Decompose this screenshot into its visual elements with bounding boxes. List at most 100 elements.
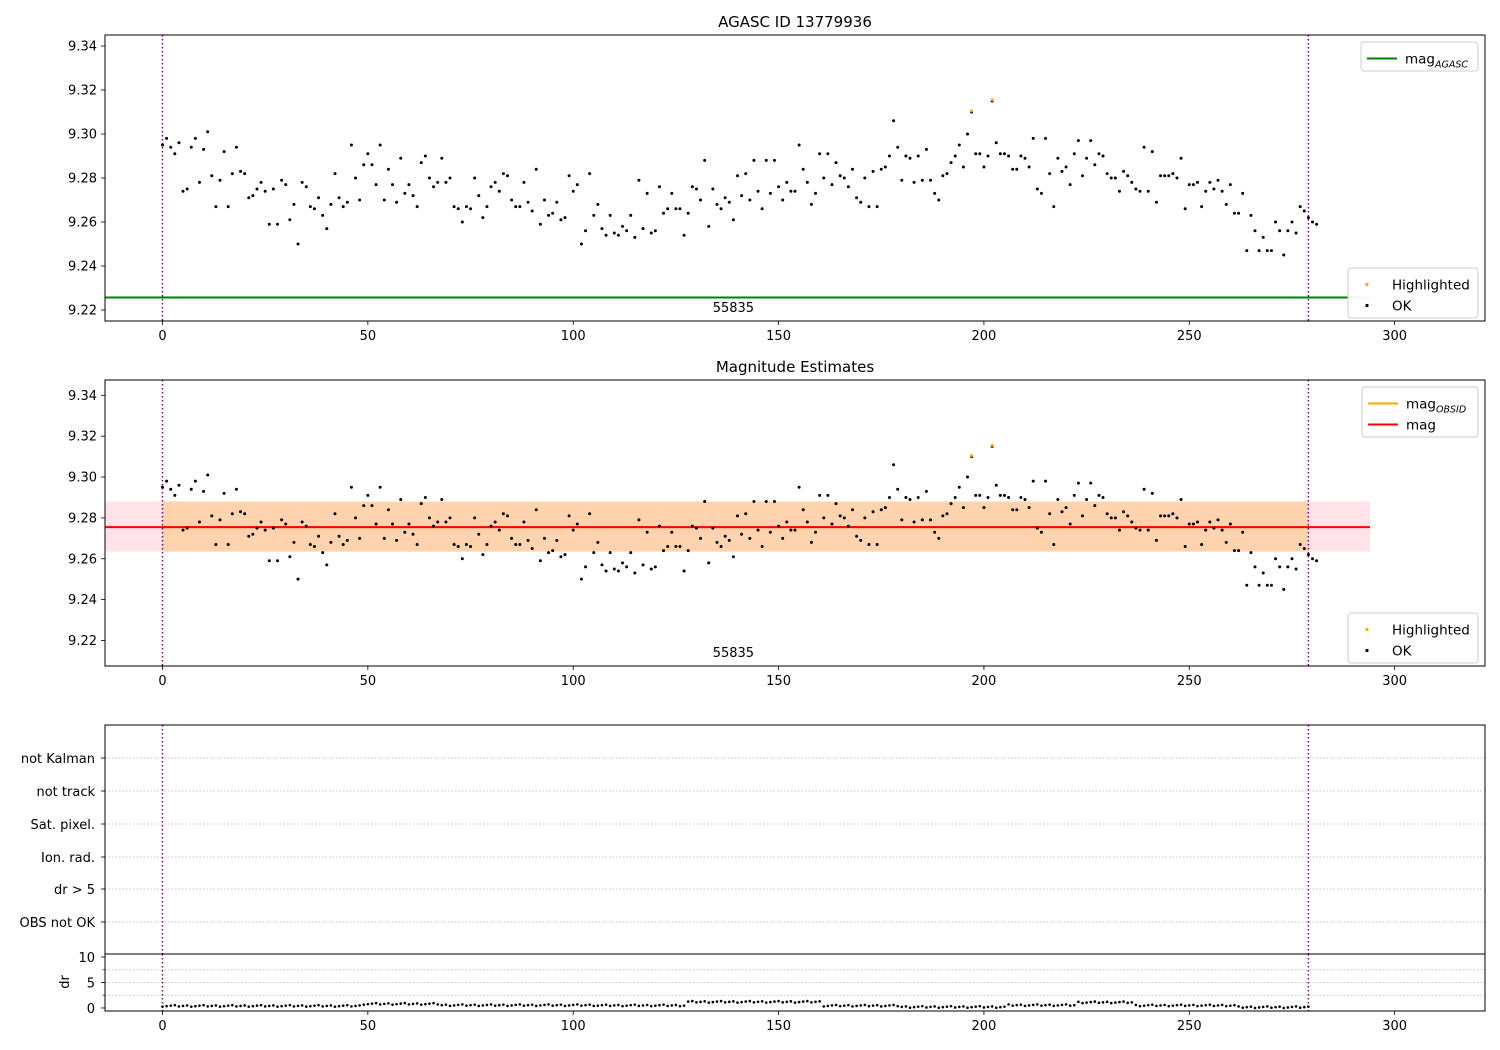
ok-point	[374, 183, 378, 187]
ok-point	[292, 202, 296, 206]
dr-point	[699, 1000, 702, 1004]
dr-point	[978, 1004, 982, 1008]
legend-label-subscript: AGASC	[1434, 60, 1468, 71]
ok-point	[510, 536, 514, 540]
legend-label: OK	[1392, 644, 1413, 660]
ok-point	[161, 143, 164, 147]
ok-point	[929, 178, 933, 182]
ok-point	[399, 498, 403, 502]
ok-point	[181, 528, 185, 532]
dr-point	[456, 1003, 460, 1007]
ok-point	[1150, 491, 1154, 495]
dr-point	[1126, 1001, 1129, 1005]
dr-point	[711, 1000, 715, 1004]
ok-point	[937, 198, 941, 202]
dr-point	[309, 1004, 312, 1008]
ok-point	[674, 207, 678, 211]
ok-point	[949, 161, 953, 165]
dr-point	[748, 999, 752, 1003]
ok-point	[202, 147, 206, 151]
ok-point	[563, 216, 567, 220]
dr-point	[580, 1004, 583, 1007]
ok-point	[189, 487, 193, 491]
dr-point	[1093, 1000, 1097, 1003]
ok-point	[206, 130, 210, 134]
dr-point	[280, 1004, 283, 1008]
y-tick-label: 9.34	[68, 40, 97, 55]
ok-point	[1228, 183, 1232, 187]
dr-point	[633, 1003, 637, 1006]
ok-point	[506, 174, 509, 178]
ok-point	[1298, 542, 1302, 546]
ok-point	[912, 180, 916, 184]
ok-point	[633, 235, 637, 239]
dr-point	[1036, 1003, 1039, 1006]
ok-point	[181, 189, 185, 193]
dr-point	[773, 1000, 776, 1003]
ok-point	[974, 493, 978, 497]
ok-point	[1224, 540, 1228, 544]
dr-point	[1171, 1004, 1175, 1007]
ok-point	[1224, 202, 1228, 206]
ok-point	[1311, 557, 1314, 561]
ok-point	[740, 532, 744, 536]
ok-point	[723, 534, 727, 538]
ok-point	[345, 538, 349, 542]
ok-point	[1204, 189, 1208, 193]
dr-point	[1175, 1003, 1179, 1007]
ok-point	[908, 498, 912, 502]
ok-point	[945, 172, 949, 176]
ok-point	[621, 224, 624, 228]
ok-point	[317, 534, 321, 538]
ok-point	[690, 185, 694, 189]
highlighted-point	[970, 109, 974, 113]
x-tick-label: 150	[766, 1019, 791, 1034]
ok-point	[772, 158, 776, 162]
x-tick-label: 300	[1382, 674, 1407, 689]
dr-point	[440, 1003, 444, 1007]
ok-point	[974, 152, 978, 156]
legend-label: Highlighted	[1392, 623, 1470, 639]
ok-point	[941, 514, 945, 518]
ok-point	[1302, 209, 1306, 213]
dr-point	[945, 1005, 949, 1008]
ok-point	[637, 178, 641, 182]
ok-point	[551, 211, 555, 215]
dr-point	[411, 1002, 415, 1006]
ok-point	[1023, 156, 1027, 160]
ok-point	[703, 158, 707, 162]
ok-point	[649, 567, 653, 571]
ok-point	[896, 145, 900, 149]
ok-point	[234, 145, 238, 149]
ok-point	[1196, 520, 1199, 524]
ok-point	[271, 187, 275, 191]
ok-point	[616, 233, 620, 237]
ok-point	[378, 485, 382, 489]
ok-point	[202, 489, 206, 493]
dr-point	[1212, 1004, 1216, 1008]
dr-point	[337, 1004, 341, 1008]
dr-point	[1081, 1001, 1084, 1005]
legend-label: OK	[1392, 299, 1413, 315]
ok-point	[239, 169, 243, 173]
flag-label: not Kalman	[21, 752, 95, 767]
dr-point	[1216, 1004, 1220, 1007]
dr-point	[596, 1004, 600, 1007]
dr-point	[806, 999, 809, 1003]
ok-point	[1117, 528, 1121, 532]
ok-point	[1269, 249, 1273, 253]
ok-point	[243, 172, 247, 176]
flag-label: dr > 5	[54, 883, 95, 898]
legend-label-subscript: OBSID	[1436, 405, 1466, 416]
ok-point	[1101, 495, 1105, 499]
ok-point	[883, 165, 887, 169]
ok-point	[473, 176, 477, 180]
ok-point	[699, 198, 703, 202]
dr-point	[1142, 1004, 1146, 1007]
highlighted-point	[990, 98, 994, 102]
dr-point	[1278, 1005, 1281, 1008]
dr-point	[518, 1003, 522, 1006]
ok-point	[982, 165, 986, 169]
ok-point	[846, 524, 850, 528]
ok-point	[333, 512, 337, 516]
